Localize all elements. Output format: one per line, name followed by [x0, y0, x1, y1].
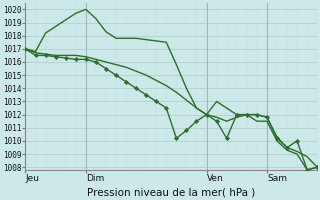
X-axis label: Pression niveau de la mer( hPa ): Pression niveau de la mer( hPa ) — [87, 187, 255, 197]
